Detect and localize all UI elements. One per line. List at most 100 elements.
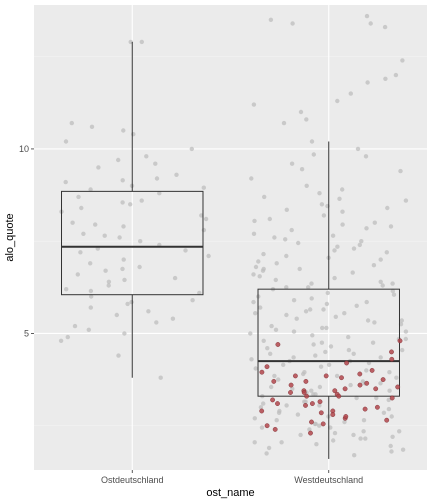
jitter-point xyxy=(79,205,84,211)
jitter-point xyxy=(403,329,409,334)
jitter-point xyxy=(154,176,160,181)
highlight-point xyxy=(389,349,394,355)
jitter-point xyxy=(317,403,322,408)
jitter-point xyxy=(370,340,376,345)
highlight-point xyxy=(397,338,403,344)
jitter-point xyxy=(261,338,266,343)
highlight-point xyxy=(320,421,326,427)
highlight-point xyxy=(364,380,370,386)
highlight-point xyxy=(344,360,349,366)
jitter-point xyxy=(298,432,303,438)
jitter-point xyxy=(265,346,270,351)
jitter-point xyxy=(350,270,355,275)
jitter-point xyxy=(365,318,371,323)
jitter-point xyxy=(394,375,399,380)
jitter-point xyxy=(252,416,257,421)
jitter-point xyxy=(251,102,257,107)
y-axis: 5 10 xyxy=(19,144,34,338)
jitter-point xyxy=(174,172,179,177)
jitter-point xyxy=(252,440,257,445)
jitter-point xyxy=(256,259,261,264)
highlight-point xyxy=(272,426,278,432)
jitter-point xyxy=(268,351,273,356)
jitter-point xyxy=(274,418,279,423)
jitter-point xyxy=(116,157,121,163)
jitter-point xyxy=(88,261,93,266)
jitter-point xyxy=(262,194,267,200)
jitter-point xyxy=(252,218,257,224)
jitter-point xyxy=(335,244,340,249)
x-axis-title: ost_name xyxy=(206,487,254,499)
jitter-point xyxy=(304,117,309,122)
jitter-point xyxy=(76,194,81,200)
jitter-point xyxy=(351,351,356,356)
jitter-point xyxy=(121,257,126,262)
highlight-point xyxy=(301,390,307,395)
jitter-point xyxy=(386,397,391,403)
jitter-point xyxy=(78,250,83,255)
jitter-point xyxy=(364,13,370,19)
highlight-point xyxy=(271,378,277,384)
jitter-point xyxy=(258,405,264,410)
jitter-point xyxy=(365,80,370,85)
jitter-point xyxy=(363,436,368,441)
jitter-point xyxy=(330,233,336,238)
jitter-point xyxy=(273,327,279,332)
jitter-point xyxy=(72,323,78,329)
jitter-point xyxy=(387,388,392,393)
jitter-point xyxy=(390,288,395,294)
jitter-point xyxy=(258,305,263,310)
highlight-point xyxy=(384,417,390,423)
jitter-point xyxy=(284,285,289,290)
jitter-point xyxy=(261,401,266,406)
jitter-point xyxy=(324,301,330,307)
jitter-point xyxy=(317,423,322,428)
jitter-point xyxy=(158,375,163,380)
highlight-point xyxy=(374,404,380,410)
jitter-point xyxy=(389,449,394,454)
jitter-point xyxy=(69,120,75,126)
jitter-point xyxy=(276,377,281,382)
jitter-point xyxy=(139,39,144,45)
jitter-point xyxy=(120,266,125,272)
jitter-point xyxy=(281,120,287,126)
jitter-point xyxy=(154,320,159,325)
x-axis: Ostdeutschland Westdeutschland xyxy=(101,470,363,485)
jitter-point xyxy=(354,395,359,401)
jitter-point xyxy=(306,285,311,290)
y-tick-label: 5 xyxy=(24,328,29,338)
jitter-point xyxy=(303,399,308,404)
jitter-point xyxy=(63,287,69,292)
jitter-point xyxy=(382,24,388,30)
jitter-point xyxy=(266,445,272,451)
highlight-point xyxy=(309,419,314,425)
jitter-point xyxy=(103,268,108,273)
jitter-point xyxy=(251,231,257,236)
jitter-point xyxy=(324,325,329,331)
jitter-point xyxy=(249,176,254,181)
jitter-point xyxy=(359,239,364,244)
jitter-point xyxy=(206,253,211,259)
jitter-point xyxy=(400,58,405,63)
highlight-point xyxy=(309,401,315,406)
jitter-point xyxy=(88,187,93,192)
jitter-point xyxy=(129,299,134,305)
jitter-point xyxy=(390,281,395,286)
jitter-point xyxy=(272,373,277,379)
jitter-point xyxy=(389,414,394,419)
y-tick-label: 10 xyxy=(19,144,29,154)
jitter-point xyxy=(334,373,340,379)
jitter-point xyxy=(290,21,295,26)
jitter-point xyxy=(352,453,357,458)
jitter-point xyxy=(146,309,151,314)
jitter-point xyxy=(249,357,254,362)
jitter-point xyxy=(319,340,325,345)
plot-panel xyxy=(34,5,427,470)
jitter-point xyxy=(81,231,86,236)
jitter-point xyxy=(317,191,322,196)
jitter-point xyxy=(397,429,402,434)
jitter-point xyxy=(58,338,64,343)
jitter-point xyxy=(291,298,297,303)
jitter-point xyxy=(311,342,316,347)
